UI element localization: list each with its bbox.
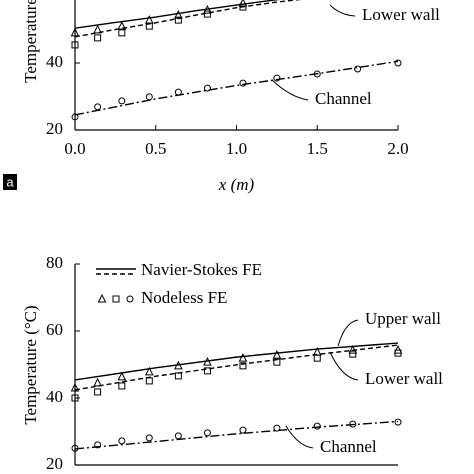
series-line <box>74 0 281 29</box>
annotation-leader <box>337 319 359 347</box>
marker <box>238 353 248 362</box>
y-tick-label: 40 <box>46 52 63 71</box>
marker <box>273 358 281 366</box>
x-axis-label: x (m) <box>218 175 255 194</box>
panel-label-box <box>3 174 17 190</box>
annotation: Channel <box>315 89 372 108</box>
x-tick-label: 2.0 <box>387 139 408 158</box>
marker <box>71 113 79 121</box>
legend-marker <box>112 295 120 303</box>
marker <box>174 9 183 19</box>
marker <box>70 382 80 392</box>
marker <box>348 344 358 354</box>
marker <box>174 432 182 440</box>
marker <box>394 59 402 67</box>
marker <box>394 349 402 357</box>
marker <box>94 441 102 449</box>
y-tick-label: 40 <box>46 387 63 406</box>
marker <box>70 27 80 37</box>
annotation-leader <box>329 4 356 17</box>
marker <box>239 3 247 11</box>
marker <box>93 377 102 387</box>
marker <box>93 24 102 34</box>
series-line <box>74 60 399 116</box>
y-tick-label: 20 <box>46 119 63 138</box>
marker <box>203 367 211 375</box>
series-line <box>74 420 399 450</box>
marker <box>393 344 403 354</box>
marker <box>203 4 212 14</box>
marker <box>118 97 126 105</box>
marker <box>313 422 321 430</box>
y-tick-label: 80 <box>46 253 63 272</box>
marker <box>117 21 127 30</box>
legend-marker <box>97 293 107 303</box>
marker <box>203 357 212 366</box>
annotation-leader <box>271 79 309 101</box>
legend-label: Nodeless FE <box>141 288 227 307</box>
marker <box>118 29 126 37</box>
x-tick-label: 0.0 <box>64 139 85 158</box>
annotation: Upper wall <box>365 309 441 328</box>
marker <box>239 79 247 87</box>
marker <box>94 34 102 42</box>
marker <box>313 70 321 78</box>
marker <box>203 10 211 18</box>
marker <box>145 93 153 101</box>
marker <box>273 424 281 432</box>
panel-label: a <box>6 174 14 189</box>
annotation: Lower wall <box>365 369 443 388</box>
marker <box>349 420 357 428</box>
annotation: Channel <box>320 437 377 456</box>
series-line <box>74 342 399 381</box>
y-axis-label: Temperature <box>21 0 40 83</box>
marker <box>349 350 357 358</box>
marker <box>117 371 127 381</box>
annotation: Lower wall <box>362 5 440 24</box>
annotation-leader <box>329 351 359 381</box>
marker <box>145 22 153 30</box>
y-tick-label: 20 <box>46 454 63 473</box>
series-line <box>74 0 303 38</box>
marker <box>174 16 182 24</box>
marker <box>273 74 281 82</box>
marker <box>239 362 247 370</box>
x-tick-label: 1.0 <box>226 139 247 158</box>
marker <box>94 388 102 396</box>
marker <box>313 354 321 362</box>
marker <box>354 65 362 73</box>
marker <box>145 434 153 442</box>
marker <box>71 394 79 402</box>
marker <box>174 372 182 380</box>
marker <box>145 377 153 385</box>
x-tick-label: 1.5 <box>307 139 328 158</box>
marker <box>174 88 182 96</box>
marker <box>239 426 247 434</box>
marker <box>203 84 211 92</box>
marker <box>71 41 79 49</box>
marker <box>238 0 248 7</box>
marker <box>94 103 102 111</box>
y-tick-label: 60 <box>46 320 63 339</box>
marker <box>118 382 126 390</box>
marker <box>394 418 402 426</box>
annotation-leader <box>285 425 314 449</box>
marker <box>118 437 126 445</box>
x-tick-label: 0.5 <box>145 139 166 158</box>
series-line <box>74 344 399 391</box>
marker <box>272 350 282 359</box>
y-tick-label: 60 <box>46 0 63 4</box>
marker <box>174 360 183 370</box>
legend-marker <box>126 295 134 303</box>
y-axis-label: Temperature (°C) <box>21 305 40 424</box>
marker <box>203 429 211 437</box>
legend-label: Navier-Stokes FE <box>141 260 262 279</box>
marker <box>144 366 154 376</box>
marker <box>71 444 79 452</box>
